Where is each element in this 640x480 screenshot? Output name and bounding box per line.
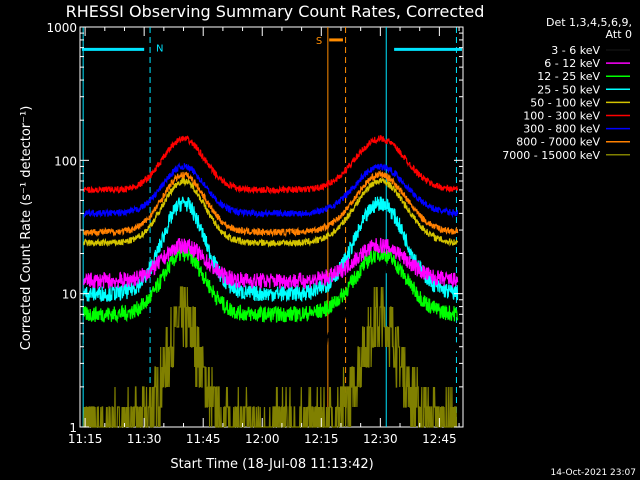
x-tick-label: 11:15 [68, 432, 103, 446]
legend-header-line1: Det 1,3,4,5,6,9, [546, 16, 632, 29]
x-tick-label: 11:30 [127, 432, 162, 446]
legend-label: 800 - 7000 keV [516, 136, 600, 149]
x-tick-label: 12:00 [245, 432, 280, 446]
chart-title: RHESSI Observing Summary Count Rates, Co… [66, 2, 485, 21]
series-line-7000-15000-kev [83, 286, 458, 428]
x-tick-label: 11:45 [186, 432, 221, 446]
s-flag-label: S [316, 36, 322, 47]
series-line-6-12-kev [83, 237, 459, 290]
legend-label: 6 - 12 keV [544, 57, 600, 70]
series-line-3-6-kev [83, 256, 459, 357]
series-line-800-7000-kev [83, 169, 459, 238]
y-tick-label: 10 [62, 288, 77, 302]
footer-date: 14-Oct-2021 23:07 [551, 468, 636, 478]
x-tick-label: 12:45 [422, 432, 457, 446]
legend-header-line2: Att 0 [606, 28, 632, 41]
series-line-300-800-kev [83, 162, 459, 219]
x-axis-label: Start Time (18-Jul-08 11:13:42) [170, 457, 373, 472]
legend-label: 7000 - 15000 keV [502, 149, 600, 162]
legend-label: 300 - 800 keV [523, 123, 600, 136]
legend-label: 50 - 100 keV [530, 96, 600, 109]
y-axis-label: Corrected Count Rate (s⁻¹ detector⁻¹) [19, 106, 34, 351]
y-tick-label: 1 [69, 421, 77, 435]
series-line-12-25-kev [83, 245, 459, 324]
legend-label: 3 - 6 keV [551, 44, 600, 57]
legend-label: 25 - 50 keV [537, 83, 600, 96]
series-line-100-300-kev [83, 134, 459, 195]
series-line-50-100-kev [83, 175, 459, 248]
legend-label: 100 - 300 keV [523, 110, 600, 123]
legend-label: 12 - 25 keV [537, 70, 600, 83]
y-tick-label: 100 [54, 154, 77, 168]
n-flag-label: N [156, 43, 163, 54]
y-tick-label: 1000 [46, 21, 77, 35]
x-tick-label: 12:15 [304, 432, 339, 446]
x-tick-label: 12:30 [363, 432, 398, 446]
